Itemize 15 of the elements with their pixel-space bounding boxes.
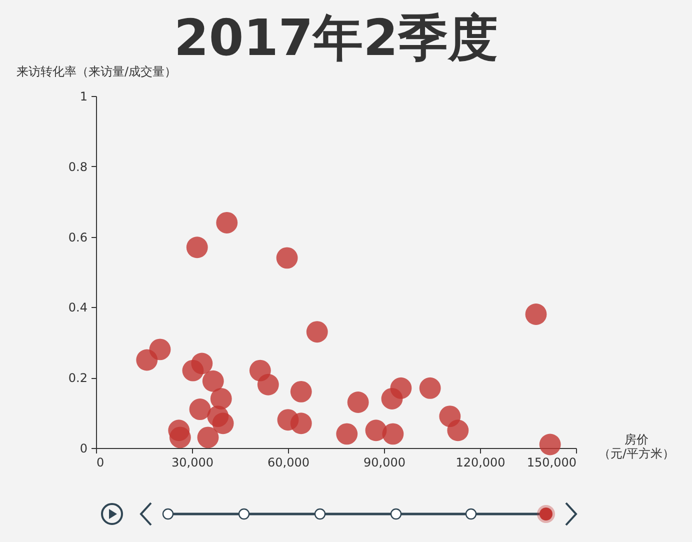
x-tick-label: 0: [96, 456, 104, 470]
x-tick-label: 30,000: [172, 456, 214, 470]
y-tick-label: 1: [80, 90, 88, 104]
x-tick-label: 60,000: [268, 456, 310, 470]
y-tick-label: 0: [80, 442, 88, 456]
x-tick-label: 90,000: [364, 456, 406, 470]
y-axis-title: 来访转化率（来访量/成交量）: [16, 64, 177, 78]
chart-title: 2017年2季度: [174, 9, 498, 67]
y-tick-label: 0.6: [68, 230, 88, 244]
x-axis-title: 房价（元/平方米）: [598, 432, 675, 460]
y-tick-label: 0.8: [68, 160, 88, 174]
y-tick-label: 0.4: [68, 300, 88, 315]
x-tick-label: 120,000: [456, 456, 506, 470]
y-tick-label: 0.2: [68, 371, 88, 386]
x-tick-label: 150,000: [526, 456, 576, 470]
